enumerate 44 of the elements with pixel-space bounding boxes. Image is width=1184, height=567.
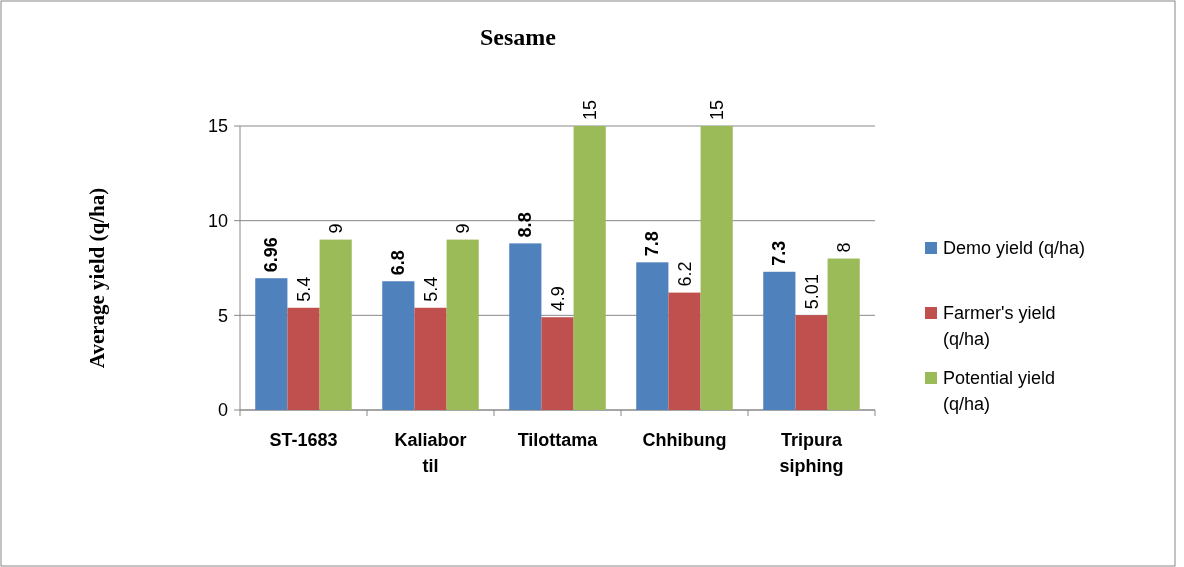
data-label: 15 <box>579 99 600 120</box>
bar <box>382 281 415 410</box>
legend-label: Potential yield (q/ha) <box>943 368 1056 415</box>
bar <box>446 239 479 410</box>
data-label: 4.9 <box>547 286 568 312</box>
x-tick-label: Tripura siphing <box>779 430 844 476</box>
y-tick-label: 10 <box>207 210 228 231</box>
data-label: 5.4 <box>420 276 441 302</box>
y-tick-label: 0 <box>217 400 228 421</box>
data-label: 9 <box>325 223 346 234</box>
legend-label: Demo yield (q/ha) <box>943 238 1086 259</box>
data-label: 9 <box>452 223 473 234</box>
data-label: 6.2 <box>674 261 695 287</box>
legend-label: Farmer's yield (q/ha) <box>943 303 1056 350</box>
bar <box>319 239 352 410</box>
bar <box>541 317 574 410</box>
bar <box>573 126 606 410</box>
data-label: 6.8 <box>388 250 409 276</box>
data-label: 5.01 <box>801 274 822 310</box>
data-label: 8 <box>833 242 854 253</box>
y-tick-label: 5 <box>217 305 228 326</box>
chart-title: Sesame <box>480 24 557 50</box>
y-axis-title: Average yield (q/ha) <box>85 187 109 369</box>
bar <box>827 258 860 410</box>
data-label: 7.3 <box>769 240 790 266</box>
x-tick-label: Chhibung <box>642 430 727 450</box>
bar <box>509 243 542 410</box>
bar <box>795 315 828 410</box>
x-tick-label: Kaliabor til <box>394 430 467 476</box>
data-label: 7.8 <box>642 231 663 257</box>
bar <box>668 292 701 410</box>
data-label: 5.4 <box>293 276 314 302</box>
x-tick-label: ST-1683 <box>269 430 338 450</box>
data-label: 6.96 <box>261 237 282 273</box>
bar <box>255 278 288 410</box>
data-label: 8.8 <box>515 212 536 238</box>
data-label: 15 <box>706 99 727 120</box>
x-tick-label: Tilottama <box>517 430 599 450</box>
bar <box>414 307 447 410</box>
bar <box>763 271 796 410</box>
bar <box>700 126 733 410</box>
bar <box>636 262 669 410</box>
y-tick-label: 15 <box>207 116 228 137</box>
bar <box>287 307 320 410</box>
